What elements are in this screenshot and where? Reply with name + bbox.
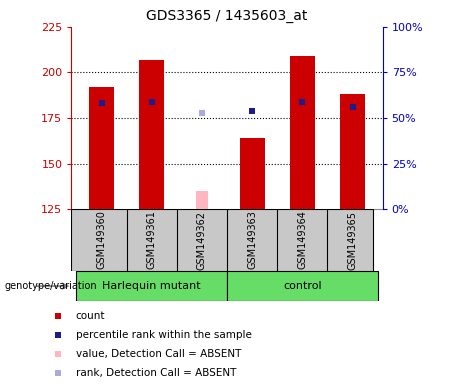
Bar [139,60,164,209]
Text: GSM149365: GSM149365 [348,210,358,270]
Bar [240,138,265,209]
Text: count: count [76,311,105,321]
Text: Harlequin mutant: Harlequin mutant [102,281,201,291]
Bar [340,94,365,209]
Text: control: control [283,281,322,291]
Text: GSM149360: GSM149360 [96,210,106,270]
Bar [227,271,378,301]
Text: GSM149362: GSM149362 [197,210,207,270]
Text: genotype/variation: genotype/variation [5,281,97,291]
Text: GSM149361: GSM149361 [147,210,157,270]
Text: rank, Detection Call = ABSENT: rank, Detection Call = ABSENT [76,368,236,378]
Title: GDS3365 / 1435603_at: GDS3365 / 1435603_at [146,9,308,23]
Text: GSM149363: GSM149363 [247,210,257,270]
Text: GSM149364: GSM149364 [297,210,307,270]
Bar [195,191,208,209]
Bar [77,271,227,301]
Bar [89,87,114,209]
Text: value, Detection Call = ABSENT: value, Detection Call = ABSENT [76,349,241,359]
Bar [290,56,315,209]
Text: percentile rank within the sample: percentile rank within the sample [76,330,252,340]
